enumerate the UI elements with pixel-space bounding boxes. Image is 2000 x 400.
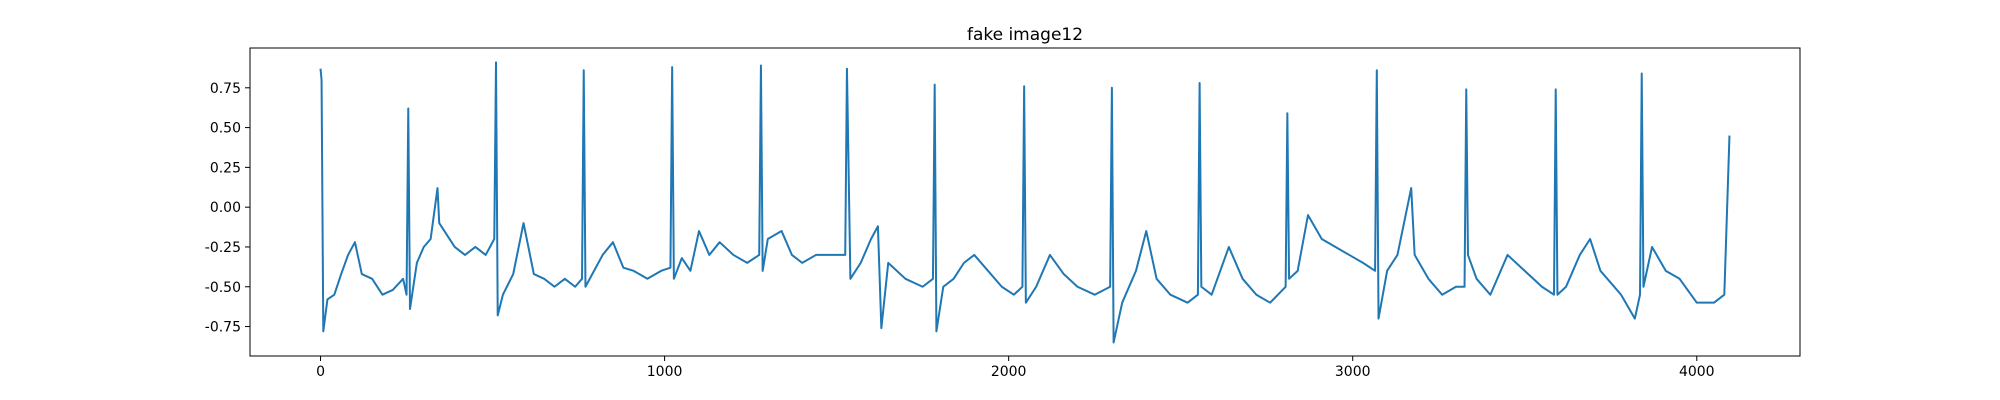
y-tick-label: 0.00 [210,200,241,216]
x-tick-label: 0 [316,364,325,380]
y-tick-label: -0.25 [205,240,241,256]
data-line [319,61,1731,344]
x-tick-label: 4000 [1679,364,1715,380]
y-tick-label: 0.50 [210,121,241,137]
x-tick-label: 3000 [1335,364,1371,380]
axes-frame [249,47,1801,357]
y-tick-label: -0.75 [205,320,241,336]
x-tick-label: 1000 [647,364,683,380]
chart-title: fake image12 [967,25,1083,45]
y-tick-label: 0.25 [210,160,241,176]
y-tick-label: -0.50 [205,280,241,296]
x-tick-label: 2000 [991,364,1027,380]
y-tick-label: 0.75 [210,81,241,97]
